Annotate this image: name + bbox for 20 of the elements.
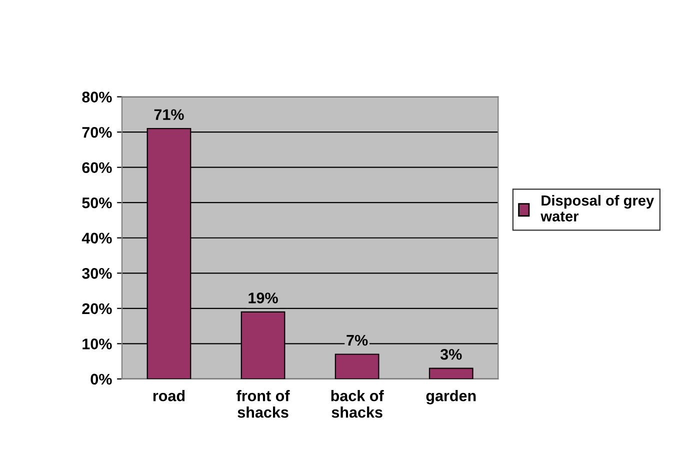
data-label: 71% [154, 109, 184, 120]
x-tick-label: front of shacks [236, 390, 290, 418]
x-tick-label: back of shacks [331, 390, 384, 418]
bar [334, 354, 380, 379]
bar [428, 368, 474, 379]
data-label: 3% [440, 348, 462, 360]
x-tick-label: road [153, 390, 185, 402]
data-label: 7% [346, 334, 368, 346]
y-tick-label: 80% [82, 92, 112, 102]
x-tick-label: garden [426, 390, 476, 404]
y-tick-label: 70% [82, 126, 112, 138]
legend-label: Disposal of grey water [540, 194, 654, 222]
y-tick-label: 50% [82, 197, 112, 208]
y-tick-label: 40% [82, 232, 112, 244]
y-tick-label: 0% [90, 374, 112, 385]
data-label: 19% [248, 292, 278, 304]
y-tick-label: 10% [82, 338, 112, 350]
y-tick-label: 30% [82, 268, 112, 279]
y-tick-label: 20% [82, 303, 112, 314]
y-tick-label: 60% [82, 162, 112, 174]
